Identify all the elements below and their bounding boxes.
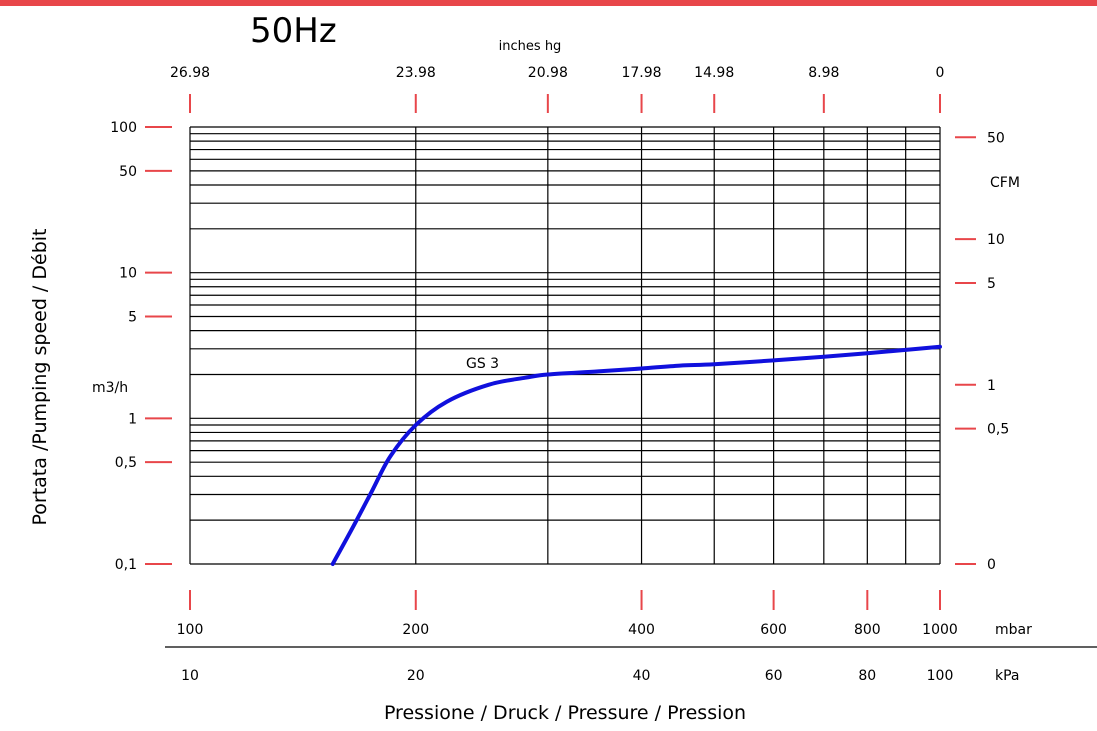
bottom-axis-2-tick-label: 60 [765, 668, 783, 684]
right-axis-tick-label: 1 [987, 378, 996, 394]
right-axis-tick-label: 5 [987, 276, 996, 292]
top-axis-tick-label: 0 [936, 65, 945, 81]
right-axis-unit: CFM [990, 175, 1020, 191]
top-axis-tick-label: 14.98 [694, 65, 734, 81]
bottom-axis-2-tick-label: 40 [633, 668, 651, 684]
left-axis-tick-label: 5 [128, 310, 137, 326]
series-label-gs3: GS 3 [466, 356, 499, 372]
bottom-axis-tick-label: 100 [177, 622, 204, 638]
y-axis-title: Portata /Pumping speed / Débit [29, 229, 51, 526]
top-axis-tick-label: 26.98 [170, 65, 210, 81]
bottom-axis-2-unit: kPa [995, 668, 1020, 684]
series-line-gs3 [330, 344, 942, 566]
bottom-axis-tick-label: 600 [760, 622, 787, 638]
bottom-axis-tick-label: 200 [402, 622, 429, 638]
left-axis-tick-label: 50 [119, 164, 137, 180]
top-accent-rule [0, 0, 1097, 6]
bottom-axis-tick-label: 1000 [922, 622, 958, 638]
top-axis-title: inches hg [499, 39, 562, 54]
x-axis-title: Pressione / Druck / Pressure / Pression [384, 702, 746, 724]
left-axis-tick-label: 10 [119, 266, 137, 282]
right-axis-tick-label: 50 [987, 130, 1005, 146]
top-axis-tick-label: 23.98 [396, 65, 436, 81]
top-axis-tick-label: 8.98 [808, 65, 839, 81]
top-axis-tick-label: 20.98 [528, 65, 568, 81]
left-axis-tick-label: 0,5 [115, 455, 137, 471]
bottom-axis-tick-label: 800 [854, 622, 881, 638]
left-axis-tick-label: 0,1 [115, 557, 137, 573]
bottom-axis-tick-label: 400 [628, 622, 655, 638]
bottom-axis-2-tick-label: 100 [927, 668, 954, 684]
bottom-axis-2-tick-label: 20 [407, 668, 425, 684]
left-axis-tick-label: 1 [128, 411, 137, 427]
right-axis-tick-label: 0 [987, 557, 996, 573]
left-axis-tick-label: 100 [110, 120, 137, 136]
bottom-axis-unit: mbar [995, 622, 1032, 638]
top-axis-tick-label: 17.98 [621, 65, 661, 81]
bottom-axis-2-tick-label: 10 [181, 668, 199, 684]
right-axis-tick-label: 10 [987, 232, 1005, 248]
right-axis-tick-label: 0,5 [987, 422, 1009, 438]
bottom-axis-2-tick-label: 80 [858, 668, 876, 684]
chart-title: 50Hz [250, 11, 337, 51]
left-axis-unit: m3/h [92, 380, 128, 396]
